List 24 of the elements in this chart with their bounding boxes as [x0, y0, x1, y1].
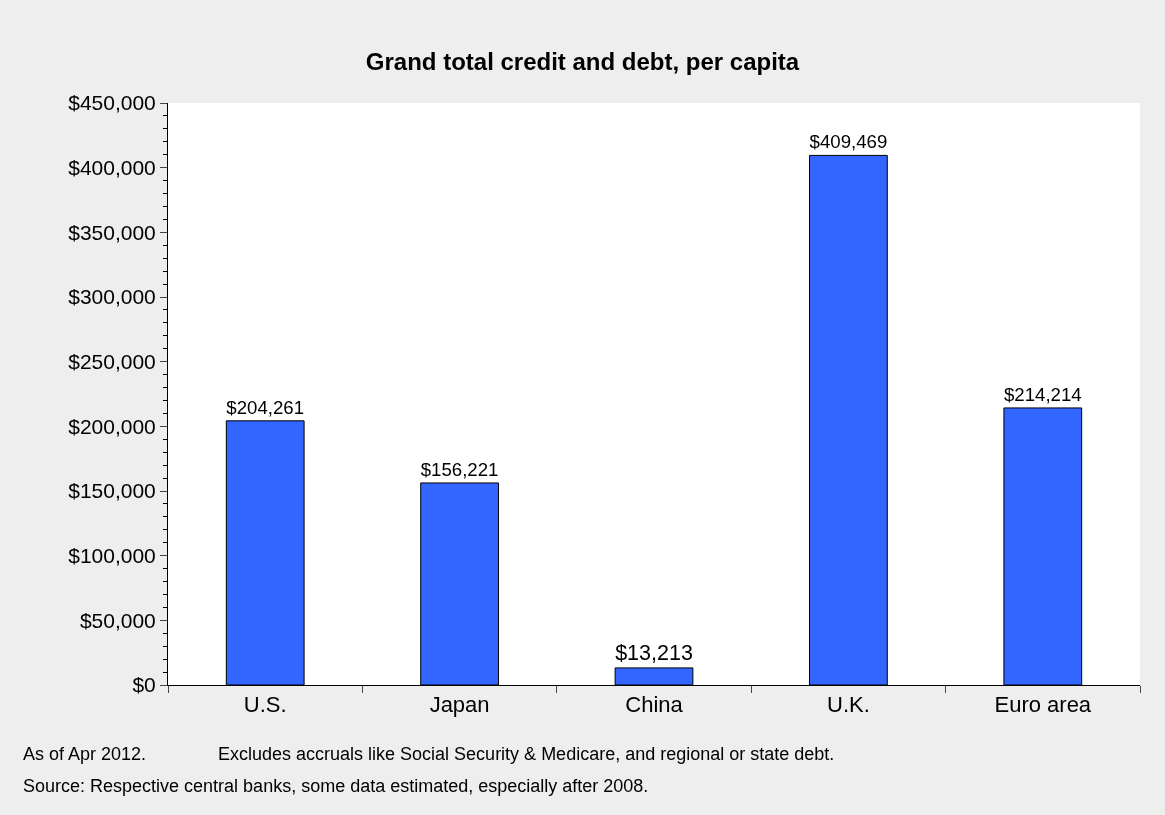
- y-tick-label: $300,000: [68, 285, 156, 309]
- data-label: $204,261: [226, 396, 305, 418]
- data-label: $156,221: [420, 458, 499, 480]
- y-tick-label: $200,000: [68, 414, 156, 438]
- source-note: Source: Respective central banks, some data estimated, especially after 2008.: [23, 776, 649, 796]
- data-label: $13,213: [615, 641, 693, 666]
- y-tick-label: $350,000: [68, 220, 156, 244]
- text: Excludes accruals like Social Security & Medicare, and regional or state debt.: [218, 744, 835, 764]
- y-tick-label: $0: [132, 673, 156, 697]
- chart-title: Grand total credit and debt, per capita: [365, 47, 800, 75]
- x-tick-label: Japan: [429, 692, 490, 718]
- x-tick-label: U.K.: [827, 692, 870, 718]
- x-tick-label: U.S.: [243, 692, 287, 718]
- data-label: $214,214: [1003, 383, 1082, 405]
- data-label: $409,469: [809, 131, 888, 153]
- x-tick-label: China: [625, 692, 684, 718]
- y-tick-label: $400,000: [68, 156, 156, 180]
- x-tick-label: Euro area: [994, 692, 1092, 718]
- y-tick-label: $150,000: [68, 479, 156, 503]
- text: As of Apr 2012.: [23, 744, 147, 764]
- y-tick-label: $250,000: [68, 350, 156, 374]
- y-tick-label: $100,000: [68, 544, 156, 568]
- y-tick-label: $450,000: [68, 91, 156, 115]
- y-tick-label: $50,000: [79, 608, 156, 632]
